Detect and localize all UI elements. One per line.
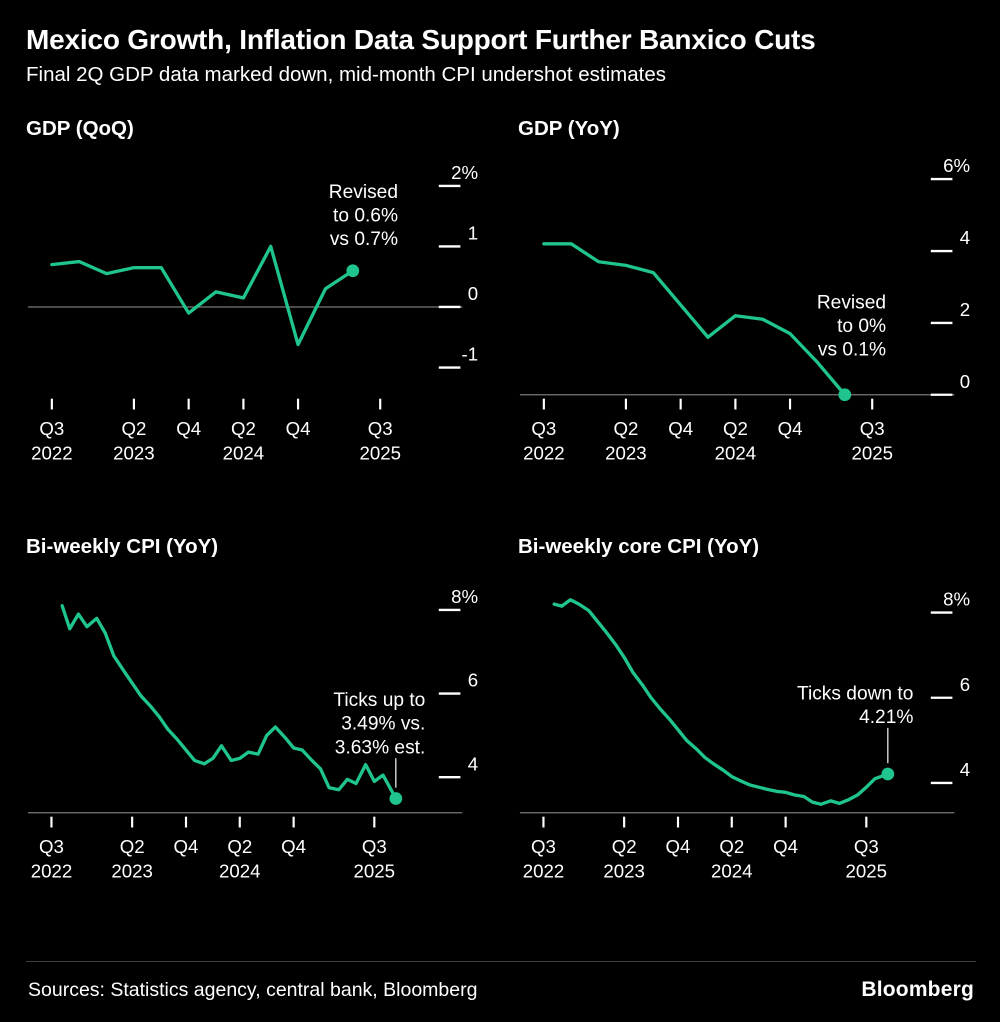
svg-text:Q2: Q2 [121, 418, 146, 439]
svg-text:0: 0 [468, 283, 478, 304]
svg-text:1: 1 [468, 223, 478, 244]
svg-text:Q2: Q2 [723, 418, 748, 439]
chart-title-biweekly-cpi: Bi-weekly CPI (YoY) [26, 535, 219, 559]
svg-text:Q2: Q2 [613, 418, 638, 439]
chart-title-gdp-qoq: GDP (QoQ) [26, 117, 134, 141]
svg-text:Ticks up to: Ticks up to [333, 691, 425, 712]
footer: Sources: Statistics agency, central bank… [26, 961, 976, 1022]
chart-biweekly-core-cpi: Bi-weekly core CPI (YoY) 8% 6 4 Q3 2022 Q2 202… [518, 535, 976, 897]
svg-text:2022: 2022 [31, 443, 73, 464]
svg-text:6%: 6% [943, 155, 970, 176]
svg-text:to 0.6%: to 0.6% [333, 206, 398, 227]
svg-text:Q4: Q4 [773, 836, 798, 857]
svg-text:Q3: Q3 [39, 836, 64, 857]
svg-text:Ticks down to: Ticks down to [797, 684, 913, 705]
svg-text:2022: 2022 [523, 861, 565, 882]
svg-text:8%: 8% [451, 587, 478, 608]
svg-text:6: 6 [960, 674, 970, 695]
svg-text:Q2: Q2 [227, 836, 252, 857]
svg-text:vs 0.7%: vs 0.7% [330, 229, 398, 250]
svg-text:2%: 2% [451, 162, 478, 183]
svg-text:Q3: Q3 [362, 836, 387, 857]
chart-gdp-qoq: GDP (QoQ) 2% 1 0 -1 Q3 2022 Q2 2023 Q4 Q2 2024 Q4 Q3… [26, 117, 484, 479]
svg-text:2: 2 [960, 299, 970, 320]
svg-text:2022: 2022 [523, 443, 565, 464]
svg-text:3.49% vs.: 3.49% vs. [341, 714, 425, 735]
svg-text:Revised: Revised [329, 182, 398, 203]
svg-text:4: 4 [960, 227, 970, 248]
svg-text:2023: 2023 [603, 861, 645, 882]
svg-text:Q4: Q4 [668, 418, 693, 439]
gdp-yoy-line-chart: 6% 4 2 0 Q3 2022 Q2 2023 Q4 Q2 2024 Q4 Q3 2025 Revised… [519, 155, 970, 464]
svg-text:Q2: Q2 [612, 836, 637, 857]
svg-text:Revised: Revised [817, 292, 886, 313]
chart-biweekly-cpi: Bi-weekly CPI (YoY) 8% 6 4 Q3 2022 Q2 2023 Q4 Q2… [26, 535, 484, 897]
svg-text:Q4: Q4 [286, 418, 311, 439]
chart-title-biweekly-core-cpi: Bi-weekly core CPI (YoY) [518, 535, 760, 559]
svg-text:Q4: Q4 [174, 836, 199, 857]
biweekly-core-cpi-line-chart: 8% 6 4 Q3 2022 Q2 2023 Q4 Q2 2024 Q4 Q3 2025 Ticks do… [519, 589, 970, 882]
svg-text:2024: 2024 [711, 861, 753, 882]
charts-grid: GDP (QoQ) 2% 1 0 -1 Q3 2022 Q2 2023 Q4 Q2 2024 Q4 Q3… [26, 117, 976, 898]
svg-text:Q3: Q3 [39, 418, 64, 439]
page-subtitle: Final 2Q GDP data marked down, mid-month… [26, 63, 666, 87]
svg-text:Q2: Q2 [120, 836, 145, 857]
svg-text:2025: 2025 [851, 443, 893, 464]
svg-text:2023: 2023 [113, 443, 155, 464]
svg-text:-1: -1 [462, 344, 479, 365]
svg-text:Q4: Q4 [176, 418, 201, 439]
svg-text:2023: 2023 [605, 443, 647, 464]
svg-text:2024: 2024 [219, 861, 261, 882]
gdp-qoq-line-chart: 2% 1 0 -1 Q3 2022 Q2 2023 Q4 Q2 2024 Q4 Q3 2025 Revise… [27, 162, 479, 464]
svg-text:vs 0.1%: vs 0.1% [818, 340, 886, 361]
svg-text:Q3: Q3 [854, 836, 879, 857]
chart-title-gdp-yoy: GDP (YoY) [518, 117, 620, 141]
svg-text:2025: 2025 [354, 861, 396, 882]
svg-text:2023: 2023 [111, 861, 153, 882]
svg-text:4: 4 [468, 754, 478, 775]
svg-text:3.63% est.: 3.63% est. [335, 738, 426, 759]
svg-text:Q4: Q4 [778, 418, 803, 439]
svg-text:Q2: Q2 [231, 418, 256, 439]
biweekly-cpi-line-chart: 8% 6 4 Q3 2022 Q2 2023 Q4 Q2 2024 Q4 Q3 2025 Ticks up… [27, 587, 478, 882]
chart-gdp-yoy: GDP (YoY) 6% 4 2 0 Q3 2022 Q2 2023 Q4 Q2 2024 Q4 Q3 2… [518, 117, 976, 479]
svg-text:Q4: Q4 [666, 836, 691, 857]
svg-text:2024: 2024 [715, 443, 757, 464]
svg-text:4: 4 [960, 760, 970, 781]
header: Mexico Growth, Inflation Data Support Fu… [26, 16, 976, 117]
svg-text:2025: 2025 [359, 443, 401, 464]
svg-text:Q3: Q3 [860, 418, 885, 439]
svg-text:Q3: Q3 [531, 418, 556, 439]
svg-text:0: 0 [960, 371, 970, 392]
svg-text:Q3: Q3 [368, 418, 393, 439]
svg-text:Q2: Q2 [719, 836, 744, 857]
svg-text:2025: 2025 [846, 861, 888, 882]
svg-text:Q3: Q3 [531, 836, 556, 857]
svg-text:Q4: Q4 [281, 836, 306, 857]
svg-text:8%: 8% [943, 589, 970, 610]
bloomberg-logo: Bloomberg [861, 978, 974, 1001]
svg-text:6: 6 [468, 670, 478, 691]
page-title: Mexico Growth, Inflation Data Support Fu… [26, 24, 816, 55]
svg-text:2022: 2022 [31, 861, 73, 882]
svg-text:2024: 2024 [223, 443, 265, 464]
svg-text:to 0%: to 0% [837, 316, 886, 337]
svg-text:4.21%: 4.21% [859, 707, 913, 728]
sources-text: Sources: Statistics agency, central bank… [28, 979, 478, 1001]
